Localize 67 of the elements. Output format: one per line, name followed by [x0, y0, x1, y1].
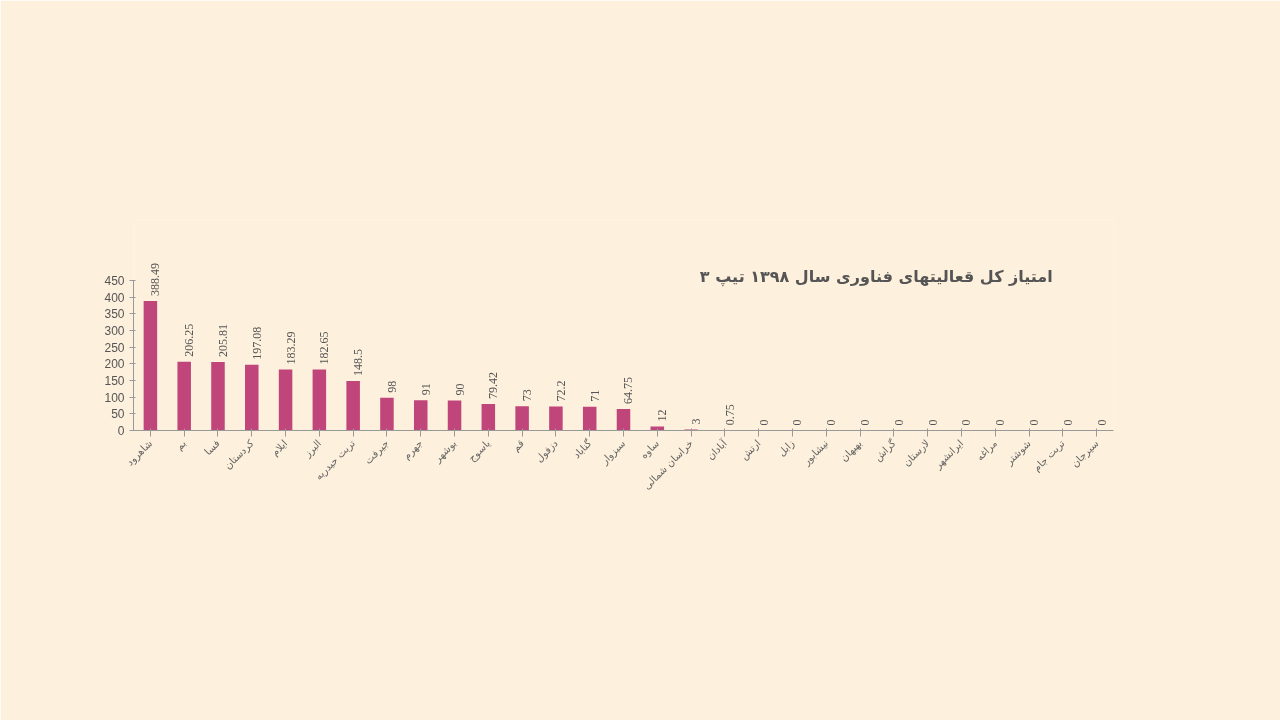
- data-label: 205.81: [215, 323, 230, 357]
- y-tick-label: 50: [111, 407, 125, 422]
- x-tick-label: ایرانشهر: [931, 437, 967, 473]
- y-tick-label: 400: [104, 290, 125, 305]
- x-tick-label: زابل: [775, 437, 797, 459]
- data-label: 0.75: [722, 404, 737, 426]
- x-tick-label: ساوه: [638, 437, 662, 462]
- x-tick-label: البرز: [301, 437, 324, 460]
- x-tick-label: بوشهر: [431, 437, 460, 466]
- data-label: 0: [959, 419, 974, 426]
- x-tick-label: جیرفت: [362, 437, 391, 467]
- y-tick-label: 350: [104, 307, 125, 322]
- x-tick-label: شوشتر: [1002, 437, 1033, 468]
- x-tick-label: دزفول: [533, 437, 560, 465]
- data-label: 0: [891, 419, 906, 426]
- data-label: 12: [655, 409, 670, 422]
- x-tick-label: گراش: [872, 437, 898, 464]
- data-label: 98: [384, 380, 399, 393]
- x-tick-label: بهبهان: [838, 437, 865, 465]
- data-label: 0: [925, 419, 940, 426]
- data-label: 182.65: [317, 331, 332, 365]
- data-label: 197.08: [249, 326, 264, 360]
- x-tick-label: ارتش: [738, 437, 763, 462]
- data-label: 0: [993, 419, 1008, 426]
- y-tick-label: 250: [104, 340, 125, 355]
- data-label: 0: [824, 419, 839, 426]
- x-tick-label: جهرم: [400, 437, 426, 463]
- x-tick-label: ایلام: [269, 437, 290, 458]
- y-tick-label: 300: [104, 324, 125, 338]
- data-label: 0: [1094, 419, 1109, 426]
- x-tick-label: بم: [173, 437, 189, 453]
- data-label: 91: [418, 383, 433, 396]
- y-tick-label: 150: [104, 374, 125, 388]
- x-tick-label: گناباد: [570, 437, 594, 461]
- data-label: 388.49: [148, 263, 163, 296]
- data-label: 0: [756, 419, 771, 426]
- x-tick-label: فسا: [202, 437, 223, 458]
- x-tick-label: سبزوار: [598, 437, 629, 468]
- y-tick-label: 0: [117, 424, 125, 438]
- data-label: 206.25: [182, 323, 197, 357]
- data-label: 79.42: [486, 372, 501, 400]
- data-label: 64.75: [621, 376, 636, 404]
- x-tick-label: قم: [510, 437, 527, 455]
- x-tick-label: شاهرود: [124, 437, 155, 469]
- data-label: 0: [858, 419, 873, 426]
- x-tick-label: نیشابور: [800, 437, 831, 468]
- x-tick-label: کردستان: [222, 437, 256, 472]
- x-tick-label: آبادان: [703, 436, 730, 462]
- data-label: 90: [452, 383, 467, 396]
- data-label: 0: [1060, 419, 1075, 426]
- data-label: 0: [790, 419, 805, 426]
- x-tick-label: سیرجان: [1069, 437, 1101, 470]
- y-tick-label: 200: [104, 357, 125, 372]
- x-tick-label: تربت جام: [1030, 437, 1067, 474]
- x-tick-label: لارستان: [900, 437, 932, 469]
- data-label: 148.5: [351, 349, 366, 376]
- x-tick-label: یاسوج: [466, 437, 494, 465]
- chart-title: امتیاز کل قعالیتهای فناوری سال ۱۳۹۸ تیپ ۳: [699, 267, 1053, 287]
- y-tick-label: 100: [104, 390, 125, 405]
- y-tick-label: 450: [104, 274, 125, 288]
- data-label: 71: [587, 389, 602, 402]
- data-label: 3: [689, 418, 704, 425]
- data-label: 72.2: [553, 380, 568, 402]
- data-label: 0: [1027, 419, 1042, 426]
- data-label: 73: [520, 389, 535, 402]
- x-tick-label: مراغه: [974, 437, 1000, 463]
- data-label: 183.29: [283, 331, 298, 365]
